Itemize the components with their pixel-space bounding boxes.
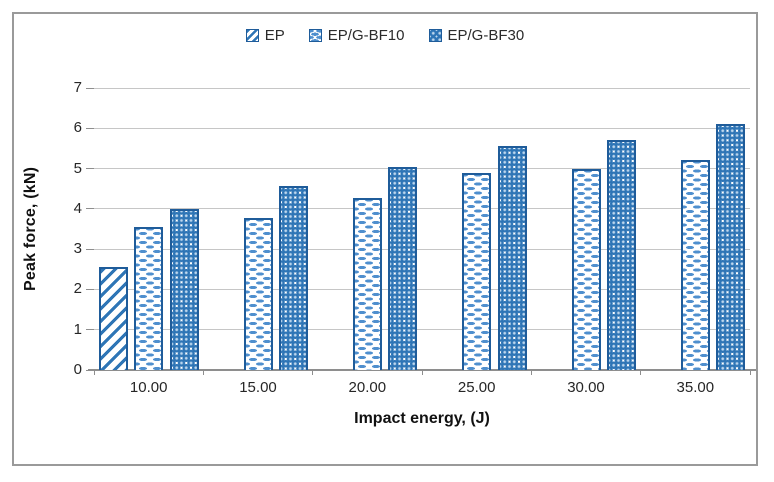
y-tick-label: 0 [73, 361, 82, 378]
y-tick-label: 4 [73, 199, 82, 217]
x-axis-tick [202, 370, 204, 375]
bar-ep-g-bf10-10.00 [134, 227, 164, 370]
gridline [94, 87, 750, 89]
bar-ep-g-bf10-20.00 [352, 197, 382, 370]
y-axis-tick [86, 168, 94, 170]
x-axis-tick [312, 370, 314, 375]
legend-item-ep-g-bf30: EP/G-BF30 [428, 27, 525, 44]
bar-ep-g-bf10-35.00 [680, 159, 710, 370]
y-tick-label: 3 [73, 240, 82, 258]
y-axis-tick [86, 87, 94, 89]
legend-item-ep-g-bf10: EP/G-BF10 [308, 27, 405, 44]
chart-legend: EP EP/G-BF10 EP/G-BF30 [14, 27, 756, 44]
x-tick-label: 30.00 [567, 379, 605, 396]
y-axis-tick [86, 369, 94, 371]
bar-ep-g-bf10-25.00 [462, 173, 492, 370]
bar-ep-g-bf10-30.00 [571, 168, 601, 370]
x-tick-label: 25.00 [457, 379, 496, 396]
x-axis-tick [749, 370, 751, 375]
y-axis-tick [86, 248, 94, 250]
bar-ep-10.00 [98, 267, 128, 370]
legend-label: EP/G-BF30 [447, 27, 525, 44]
gridline [94, 329, 750, 331]
y-tick-label: 7 [73, 79, 82, 96]
bar-ep-g-bf30-30.00 [607, 139, 636, 370]
gridline [94, 288, 750, 290]
legend-item-ep: EP [245, 27, 285, 44]
gridline [94, 127, 750, 129]
y-axis-tick [86, 127, 94, 129]
y-axis-tick [86, 208, 94, 210]
plot-area: 0 1 2 3 4 5 6 7 10.00 15.00 20.00 25.00 30.00 35.00 [74, 79, 756, 396]
y-axis-title: Peak force, (kN) [22, 166, 39, 292]
y-tick-label: 5 [73, 159, 82, 177]
diagonal-stripes-swatch-icon [245, 29, 259, 42]
x-axis-tick [421, 370, 423, 375]
bar-ep-g-bf30-15.00 [279, 185, 308, 370]
y-axis-tick [86, 329, 94, 331]
bar-ep-g-bf30-20.00 [388, 166, 418, 370]
legend-label: EP/G-BF10 [327, 27, 405, 44]
x-axis-title: Impact energy, (J) [354, 410, 490, 427]
legend-label: EP [264, 27, 285, 44]
x-tick-label: 15.00 [239, 379, 277, 396]
x-axis-tick [93, 370, 95, 375]
bar-ep-g-bf30-35.00 [716, 124, 746, 370]
y-tick-label: 2 [73, 280, 82, 298]
x-tick-label: 20.00 [348, 379, 387, 396]
spheres-swatch-icon [428, 29, 442, 42]
y-tick-label: 1 [73, 320, 82, 338]
dashes-swatch-icon [308, 29, 322, 42]
bar-ep-g-bf30-25.00 [497, 146, 527, 370]
chart-frame: EP EP/G-BF10 EP/G-BF30 Peak force, (kN) 0 1… [12, 12, 758, 466]
x-tick-label: 10.00 [129, 379, 168, 396]
x-tick-label: 35.00 [676, 379, 715, 396]
y-axis-tick [86, 288, 94, 290]
bar-ep-g-bf10-15.00 [243, 217, 273, 370]
gridline [94, 208, 750, 210]
x-axis-tick [640, 370, 642, 375]
bar-ep-g-bf30-10.00 [169, 208, 199, 370]
gridline [94, 168, 750, 170]
y-tick-label: 6 [73, 119, 82, 137]
gridline [94, 248, 750, 250]
x-axis-tick [530, 370, 532, 375]
